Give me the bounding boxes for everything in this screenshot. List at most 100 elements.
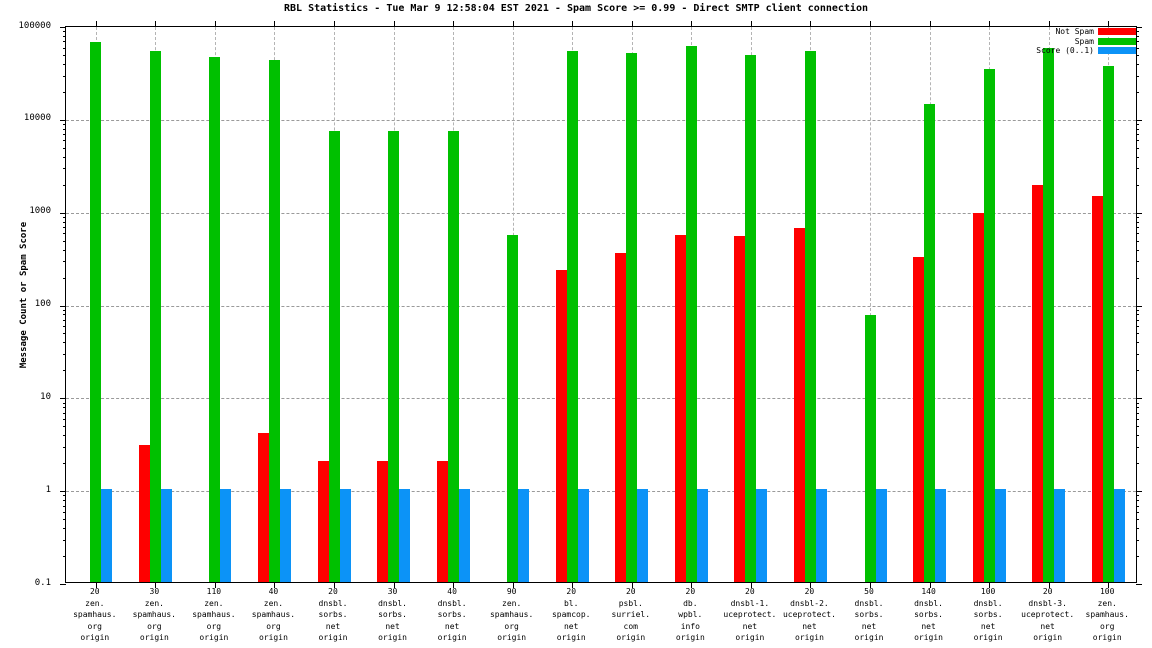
axis-tick bbox=[155, 21, 157, 27]
axis-tick bbox=[63, 124, 66, 126]
axis-tick bbox=[1136, 528, 1139, 530]
axis-tick bbox=[274, 21, 276, 27]
axis-tick bbox=[1136, 140, 1139, 142]
axis-tick bbox=[1136, 156, 1139, 158]
axis-tick bbox=[1048, 582, 1050, 588]
x-label-line: uceprotect. bbox=[782, 610, 836, 619]
x-label-line: dnsbl. bbox=[437, 598, 467, 608]
x-label-line: origin bbox=[497, 633, 527, 642]
bar-blue bbox=[279, 489, 291, 582]
legend-label: Spam bbox=[1074, 36, 1094, 46]
axis-tick bbox=[334, 21, 335, 27]
bar-green bbox=[1043, 47, 1055, 582]
axis-ticks bbox=[60, 21, 1142, 588]
axis-tick bbox=[1136, 63, 1139, 65]
axis-tick bbox=[63, 407, 66, 409]
x-label-count: 20 bbox=[745, 587, 755, 596]
axis-tick bbox=[810, 582, 812, 588]
axis-tick bbox=[1136, 128, 1139, 130]
x-label-line: net bbox=[742, 621, 758, 631]
axis-tick bbox=[155, 582, 157, 588]
axis-tick bbox=[631, 582, 633, 588]
x-label-count: 90 bbox=[506, 587, 517, 596]
bar-green bbox=[804, 51, 816, 582]
axis-tick bbox=[572, 21, 574, 27]
bar-green bbox=[328, 131, 340, 582]
axis-tick bbox=[1136, 168, 1139, 170]
bar-blue bbox=[637, 489, 649, 582]
x-label-line: origin bbox=[675, 633, 705, 642]
x-label-count: 140 bbox=[921, 587, 936, 596]
axis-tick bbox=[1136, 342, 1139, 344]
x-label-line: zen. bbox=[144, 598, 164, 608]
x-label-count: 20 bbox=[89, 587, 100, 596]
x-label-line: wpbl. bbox=[678, 610, 703, 619]
axis-tick bbox=[63, 495, 66, 497]
chart-title: RBL Statistics - Tue Mar 9 12:58:04 EST … bbox=[284, 3, 868, 14]
bar-blue bbox=[518, 489, 530, 582]
bar-red bbox=[913, 256, 925, 582]
axis-tick bbox=[1048, 21, 1050, 27]
axis-tick bbox=[60, 305, 66, 307]
axis-tick bbox=[63, 463, 66, 465]
x-label-line: org bbox=[147, 621, 162, 631]
axis-tick bbox=[1136, 249, 1139, 251]
axis-tick bbox=[1136, 31, 1139, 33]
axis-tick bbox=[63, 47, 66, 49]
x-label-count: 20 bbox=[566, 587, 577, 596]
axis-tick bbox=[63, 519, 66, 521]
axis-tick bbox=[63, 314, 66, 316]
x-label-line: psbl. bbox=[618, 598, 643, 608]
axis-tick bbox=[63, 240, 66, 242]
axis-tick bbox=[929, 21, 931, 27]
y-axis-tick-label: 0.1 bbox=[34, 577, 51, 588]
bar-red bbox=[138, 444, 150, 582]
axis-tick bbox=[63, 184, 66, 186]
bar-blue bbox=[935, 489, 947, 582]
gridline-horizontal bbox=[66, 398, 1136, 400]
x-axis-tick-label: 140 dnsbl. sorbs. net origin bbox=[894, 586, 964, 644]
axis-tick bbox=[63, 221, 66, 223]
x-axis-tick-label: 20 psbl. surriel. com origin bbox=[596, 586, 666, 644]
axis-tick bbox=[274, 582, 276, 588]
axis-tick bbox=[453, 582, 455, 588]
x-label-line: zen. bbox=[263, 598, 284, 608]
axis-tick bbox=[63, 277, 66, 279]
bar-green bbox=[685, 45, 697, 582]
axis-tick bbox=[63, 128, 66, 130]
axis-tick bbox=[63, 54, 66, 56]
axis-tick bbox=[63, 511, 66, 513]
y-axis-tick-label: 100000 bbox=[18, 20, 51, 31]
axis-tick bbox=[63, 539, 66, 541]
axis-tick bbox=[63, 261, 66, 263]
axis-tick bbox=[750, 21, 752, 27]
x-label-count: 30 bbox=[149, 587, 160, 596]
axis-tick bbox=[63, 156, 66, 158]
x-axis-tick-label: 20 db. wpbl. info origin bbox=[655, 586, 725, 644]
axis-tick bbox=[1136, 446, 1139, 448]
y-axis-tick-labels: 100000 10000 1000 100 10 1 0.1 bbox=[0, 21, 60, 587]
bar-red bbox=[436, 461, 448, 582]
x-label-line: net bbox=[802, 621, 817, 631]
x-label-line: zen. bbox=[502, 598, 522, 608]
legend-item: Score (0..1) bbox=[1036, 46, 1136, 56]
axis-tick bbox=[63, 402, 66, 404]
x-label-line: db. bbox=[683, 598, 698, 608]
x-label-line: net bbox=[921, 621, 936, 631]
bar-green bbox=[388, 131, 400, 582]
gridline-horizontal bbox=[66, 212, 1136, 214]
x-label-line: spamhaus. bbox=[251, 610, 296, 619]
bar-blue bbox=[160, 489, 172, 582]
x-label-line: origin bbox=[1092, 633, 1122, 642]
x-label-line: origin bbox=[258, 633, 288, 642]
y-axis-tick-label: 10 bbox=[40, 391, 51, 402]
x-label-line: sorbs. bbox=[437, 610, 467, 619]
bar-blue bbox=[1054, 489, 1066, 582]
bar-red bbox=[793, 228, 805, 582]
axis-tick bbox=[334, 582, 335, 588]
x-label-line: origin bbox=[139, 633, 169, 642]
axis-tick bbox=[63, 446, 66, 448]
bar-blue bbox=[1113, 489, 1125, 582]
x-label-line: uceprotect. bbox=[1021, 610, 1075, 619]
